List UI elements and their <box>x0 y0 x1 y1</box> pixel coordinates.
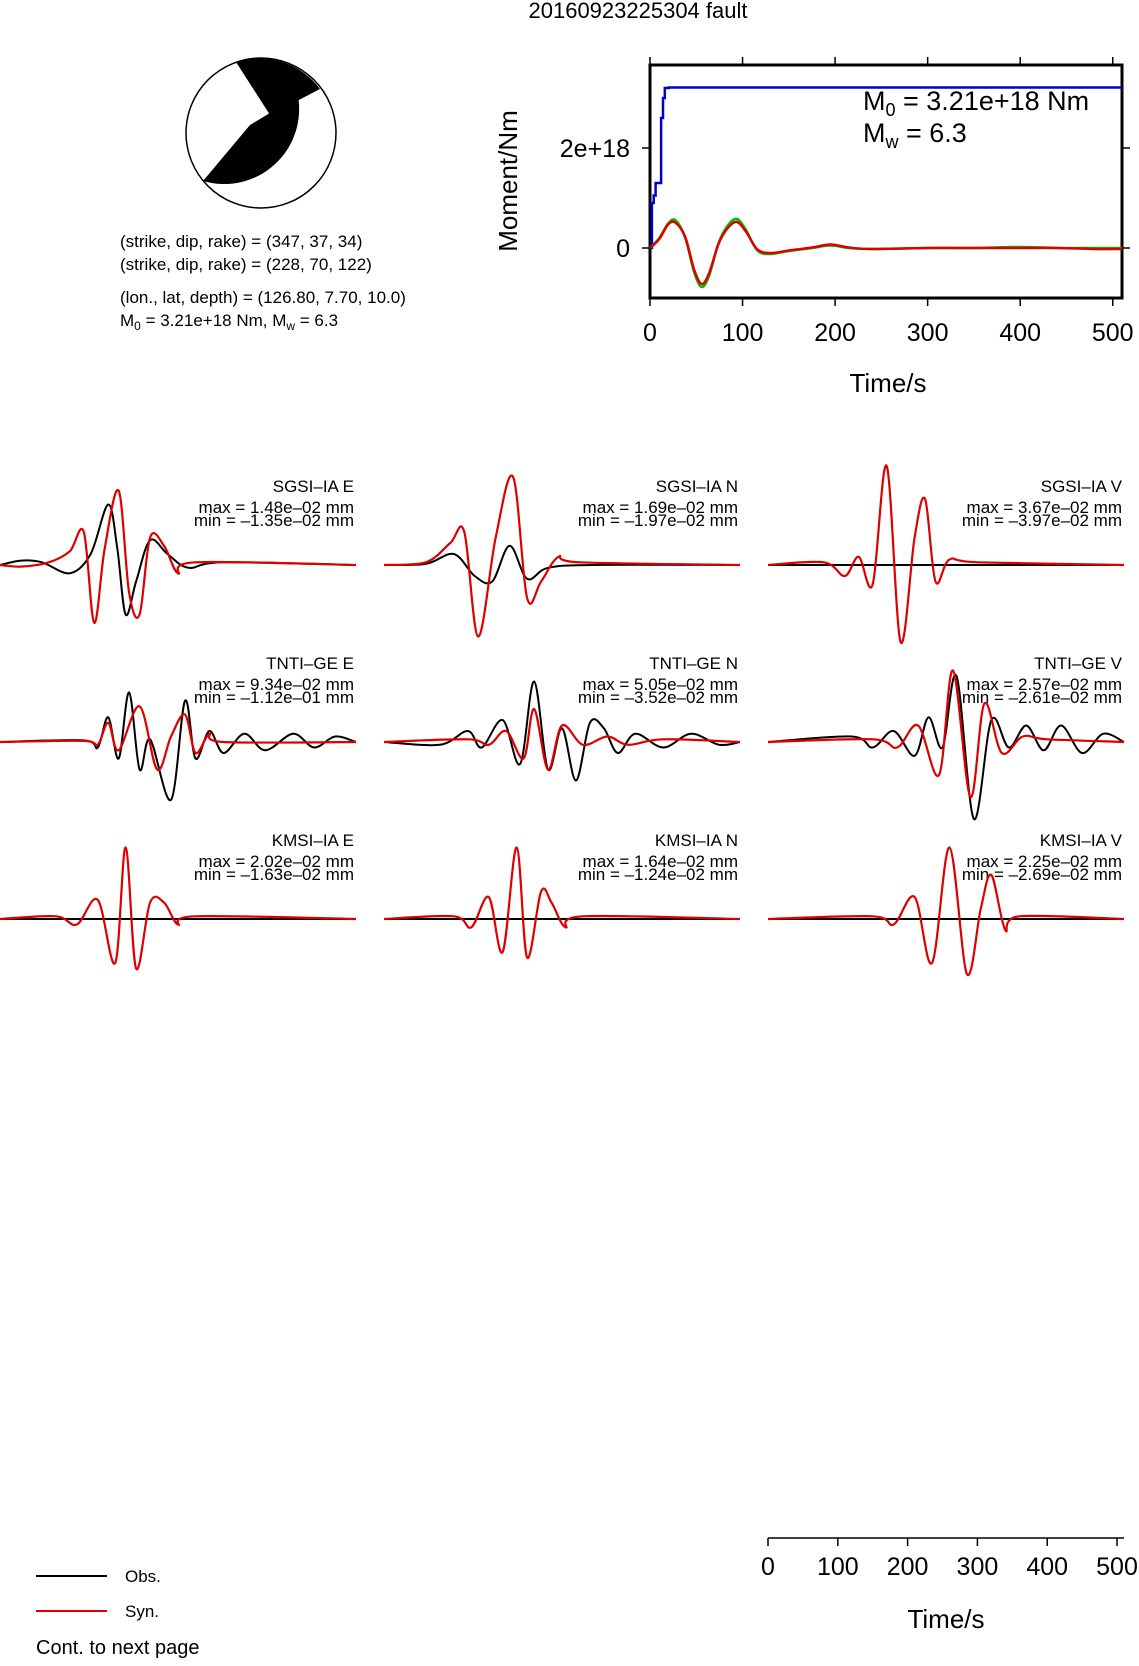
beachball-compression-quadrant-2 <box>203 96 300 185</box>
max-amplitude: max = 1.64e–02 mm <box>583 852 738 871</box>
min-amplitude: min = –1.35e–02 mm <box>194 511 354 530</box>
moment-series-moment-rate-synthetic <box>649 220 1123 286</box>
time-axis-tick-label: 300 <box>957 1553 999 1581</box>
legend: Obs. Syn. <box>36 1567 161 1621</box>
max-amplitude: max = 9.34e–02 mm <box>199 675 354 694</box>
min-amplitude: min = –3.97e–02 mm <box>962 511 1122 530</box>
synthetic-trace <box>0 705 357 771</box>
min-amplitude: min = –3.52e–02 mm <box>578 688 738 707</box>
synthetic-trace <box>767 464 1125 644</box>
max-amplitude: max = 2.25e–02 mm <box>967 852 1122 871</box>
min-amplitude: min = –1.24e–02 mm <box>578 865 738 884</box>
moment-annotation-mw: Mw = 6.3 <box>863 118 967 152</box>
moment-function-panel: 0 100 200 300 400 500 0 2e+18 <box>560 57 1134 347</box>
moment-xtick-label: 100 <box>722 319 764 347</box>
moment-xlabel: Time/s <box>849 368 926 398</box>
beachball-compression-quadrant-1 <box>236 58 320 115</box>
moment-plot-frame <box>648 63 1124 300</box>
moment-ylabel: Moment/Nm <box>493 110 523 252</box>
max-amplitude: max = 2.02e–02 mm <box>199 852 354 871</box>
min-amplitude: min = –2.69e–02 mm <box>962 865 1122 884</box>
observed-trace <box>383 544 741 585</box>
min-amplitude: min = –2.61e–02 mm <box>962 688 1122 707</box>
time-axis-tick-label: 500 <box>1096 1553 1138 1581</box>
time-axis-tick-label: 400 <box>1026 1553 1068 1581</box>
beachball <box>185 57 337 209</box>
moment-series-moment-rate-observed <box>649 217 1122 289</box>
station-component-label: KMSI–IA N <box>655 831 738 850</box>
continuation-note: Cont. to next page <box>36 1637 199 1659</box>
station-component-label: SGSI–IA E <box>273 477 354 496</box>
synthetic-trace <box>383 846 741 959</box>
synthetic-trace <box>0 846 357 971</box>
moment-annotation-m0: M0 = 3.21e+18 Nm <box>863 86 1089 120</box>
time-axis-tick-label: 0 <box>761 1553 775 1581</box>
max-amplitude: max = 1.69e–02 mm <box>583 498 738 517</box>
observed-trace <box>0 691 357 801</box>
observed-trace <box>0 503 357 617</box>
min-amplitude: min = –1.12e–01 mm <box>194 688 354 707</box>
moment-ytick-label: 2e+18 <box>560 135 630 163</box>
station-component-label: TNTI–GE E <box>266 654 354 673</box>
synthetic-trace <box>0 489 357 624</box>
synthetic-trace <box>767 669 1125 799</box>
station-component-label: SGSI–IA N <box>656 477 738 496</box>
moment-series-cumulative <box>650 86 1122 250</box>
time-axis-tick-label: 200 <box>887 1553 929 1581</box>
figure-title: 20160923225304 fault <box>529 0 748 23</box>
moment-xtick-label: 200 <box>814 319 856 347</box>
moment-xtick-label: 0 <box>643 319 657 347</box>
moment-ytick-label: 0 <box>616 235 630 263</box>
beachball-line-2: (strike, dip, rake) = (228, 70, 122) <box>120 255 372 274</box>
time-axis-label: Time/s <box>907 1604 984 1634</box>
time-axis-tick-label: 100 <box>817 1553 859 1581</box>
waveform-time-axis: 0 100 200 300 400 500 Time/s <box>761 1537 1138 1634</box>
station-component-label: TNTI–GE N <box>649 654 738 673</box>
legend-obs-label: Obs. <box>125 1567 161 1586</box>
moment-xtick-label: 500 <box>1092 319 1134 347</box>
station-component-label: SGSI–IA V <box>1041 477 1123 496</box>
max-amplitude: max = 5.05e–02 mm <box>583 675 738 694</box>
max-amplitude: max = 1.48e–02 mm <box>199 498 354 517</box>
legend-syn-label: Syn. <box>125 1602 159 1621</box>
max-amplitude: max = 3.67e–02 mm <box>967 498 1122 517</box>
station-component-label: TNTI–GE V <box>1034 654 1123 673</box>
moment-xtick-label: 400 <box>999 319 1041 347</box>
synthetic-trace <box>767 846 1125 977</box>
beachball-line-3: (lon., lat, depth) = (126.80, 7.70, 10.0… <box>120 288 406 307</box>
synthetic-trace <box>383 707 741 771</box>
observed-trace <box>383 680 741 782</box>
max-amplitude: max = 2.57e–02 mm <box>967 675 1122 694</box>
moment-xtick-label: 300 <box>907 319 949 347</box>
min-amplitude: min = –1.97e–02 mm <box>578 511 738 530</box>
station-component-label: KMSI–IA V <box>1040 831 1123 850</box>
station-component-label: KMSI–IA E <box>272 831 354 850</box>
synthetic-trace <box>383 474 741 638</box>
moment-magnitude-line: M0 = 3.21e+18 Nm, Mw = 6.3 <box>120 311 338 333</box>
min-amplitude: min = –1.63e–02 mm <box>194 865 354 884</box>
observed-trace <box>767 673 1125 821</box>
beachball-line-1: (strike, dip, rake) = (347, 37, 34) <box>120 232 362 251</box>
